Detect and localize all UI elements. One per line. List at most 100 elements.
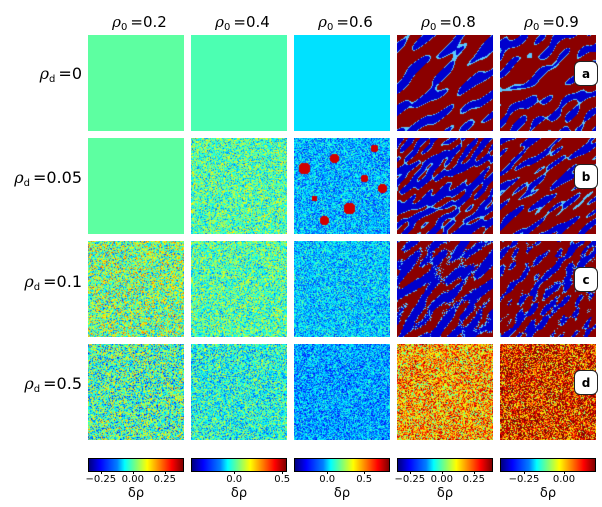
row-header-rhod: ρd =0 — [0, 64, 82, 90]
row-value: 0 — [71, 64, 82, 83]
heatmap-panel — [191, 344, 287, 440]
row-header-rhod: ρd =0.5 — [0, 374, 82, 400]
colorbar-label: δρ — [539, 486, 557, 501]
heatmap-canvas — [294, 138, 390, 234]
equals-sign: = — [233, 13, 246, 31]
colorbar-tick-label: 0.25 — [153, 474, 176, 485]
colorbar-tick — [164, 471, 166, 474]
heatmap-canvas — [88, 35, 184, 131]
heatmap-canvas — [88, 344, 184, 440]
colorbar-tick-label: 0.0 — [226, 474, 243, 485]
heatmap-panel — [88, 35, 184, 131]
panel-label-badge: d — [574, 370, 598, 395]
colorbar-tick-label: 0.0 — [319, 474, 336, 485]
colorbar-label: δρ — [230, 486, 248, 501]
heatmap-panel — [191, 241, 287, 337]
equals-sign: = — [542, 13, 555, 31]
heatmap-panel — [88, 344, 184, 440]
heatmap-canvas — [397, 241, 493, 337]
rhod-symbol: ρ — [39, 64, 50, 83]
heatmap-canvas — [294, 35, 390, 131]
colorbar-label: δρ — [333, 486, 351, 501]
equals-sign: = — [58, 64, 72, 83]
colorbar-tick — [132, 471, 134, 474]
column-value: 0.2 — [142, 13, 167, 31]
column-header-rho0: ρ0 =0.9 — [500, 13, 602, 37]
rho0-symbol: ρ — [112, 13, 121, 31]
colorbar — [88, 458, 184, 472]
colorbar — [294, 458, 390, 472]
rhod-symbol: ρ — [24, 374, 34, 393]
rho0-symbol: ρ — [421, 13, 430, 31]
equals-sign: = — [43, 272, 57, 291]
rho0-subscript: 0 — [327, 22, 334, 33]
rho0-symbol: ρ — [524, 13, 533, 31]
row-value: 0.5 — [56, 374, 82, 393]
colorbar-tick — [327, 471, 329, 474]
heatmap-canvas — [191, 344, 287, 440]
heatmap-panel — [88, 138, 184, 234]
equals-sign: = — [336, 13, 349, 31]
colorbar — [397, 458, 493, 472]
colorbar-tick — [409, 471, 411, 474]
colorbar-tick — [364, 471, 366, 474]
column-header-rho0: ρ0 =0.4 — [191, 13, 294, 37]
colorbar-label: δρ — [436, 486, 454, 501]
rhod-symbol: ρ — [24, 272, 34, 291]
heatmap-canvas — [294, 241, 390, 337]
row-header-rhod: ρd =0.1 — [0, 272, 82, 298]
column-value: 0.9 — [554, 13, 579, 31]
colorbar-tick — [473, 471, 475, 474]
heatmap-panel — [397, 35, 493, 131]
heatmap-panel — [88, 241, 184, 337]
colorbar-tick-label: −0.25 — [508, 474, 540, 485]
colorbar-tick — [564, 471, 565, 474]
heatmap-panel — [294, 344, 390, 440]
colorbar-tick — [282, 471, 284, 474]
colorbar-label: δρ — [127, 486, 145, 501]
colorbar-tick-label: −0.25 — [394, 474, 426, 485]
heatmap-panel — [397, 344, 493, 440]
heatmap-panel — [294, 241, 390, 337]
rhod-subscript: d — [33, 384, 41, 395]
rho0-subscript: 0 — [430, 22, 437, 33]
column-header-rho0: ρ0 =0.6 — [294, 13, 397, 37]
heatmap-panel — [191, 138, 287, 234]
column-header-rho0: ρ0 =0.8 — [397, 13, 500, 37]
rhod-symbol: ρ — [14, 168, 24, 187]
heatmap-canvas — [397, 344, 493, 440]
colorbar — [500, 458, 596, 472]
heatmap-canvas — [191, 241, 287, 337]
colorbar-tick-label: 0.00 — [121, 474, 144, 485]
rhod-subscript: d — [33, 282, 41, 293]
equals-sign: = — [43, 374, 57, 393]
heatmap-canvas — [88, 138, 184, 234]
rho0-symbol: ρ — [318, 13, 327, 31]
rho0-subscript: 0 — [533, 22, 540, 33]
heatmap-panel — [397, 138, 493, 234]
colorbar-tick-label: 0.5 — [356, 474, 373, 485]
colorbar-tick-label: 0.00 — [552, 474, 576, 485]
panel-label-badge: b — [574, 164, 598, 189]
equals-sign: = — [439, 13, 452, 31]
colorbar — [191, 458, 287, 472]
rhod-subscript: d — [49, 74, 56, 85]
rho0-subscript: 0 — [121, 22, 128, 33]
column-header-rho0: ρ0 =0.2 — [88, 13, 191, 37]
colorbar-tick-label: −0.25 — [85, 474, 117, 485]
heatmap-canvas — [88, 241, 184, 337]
colorbar-tick-label: 0.00 — [430, 474, 453, 485]
heatmap-canvas — [294, 344, 390, 440]
heatmap-canvas — [191, 35, 287, 131]
column-value: 0.8 — [451, 13, 476, 31]
rho0-subscript: 0 — [224, 22, 231, 33]
colorbar-tick — [100, 471, 102, 474]
colorbar-tick — [441, 471, 443, 474]
heatmap-panel — [397, 241, 493, 337]
heatmap-panel — [294, 35, 390, 131]
row-value: 0.1 — [56, 272, 82, 291]
colorbar-tick — [524, 471, 525, 474]
colorbar-tick — [234, 471, 236, 474]
equals-sign: = — [32, 168, 47, 187]
rhod-subscript: d — [23, 178, 30, 189]
